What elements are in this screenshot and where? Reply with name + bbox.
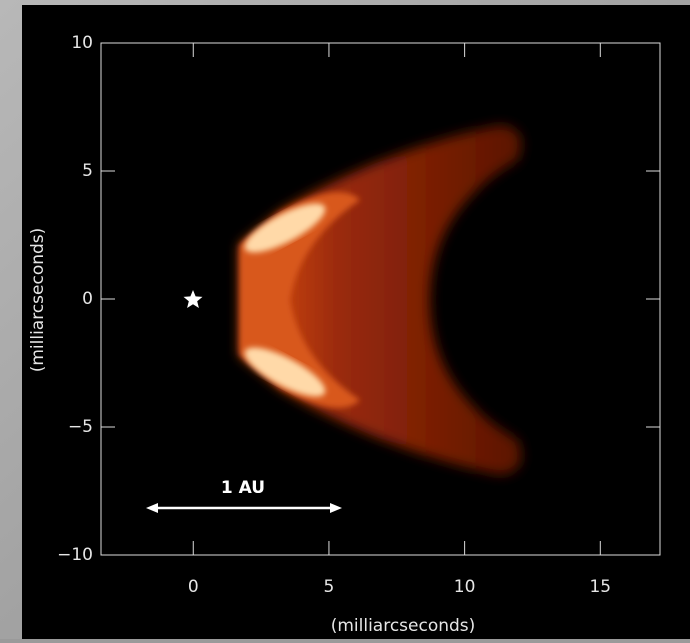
x-tick-label: 15 xyxy=(589,577,611,597)
y-tick-label: 10 xyxy=(71,33,93,53)
x-tick-label: 0 xyxy=(188,577,199,597)
chart: 1 AU (milliarcseconds) (milliarcseconds)… xyxy=(0,0,690,639)
x-tick-label: 10 xyxy=(454,577,476,597)
y-axis-label: (milliarcseconds) xyxy=(28,228,48,373)
x-axis-label: (milliarcseconds) xyxy=(331,616,476,636)
y-tick-label: 5 xyxy=(82,161,93,181)
y-tick-label: −5 xyxy=(68,417,93,437)
y-tick-label: 0 xyxy=(82,289,93,309)
annotation: 1 AU xyxy=(221,478,265,498)
y-tick-label: −10 xyxy=(57,545,93,565)
x-tick-label: 5 xyxy=(324,577,335,597)
